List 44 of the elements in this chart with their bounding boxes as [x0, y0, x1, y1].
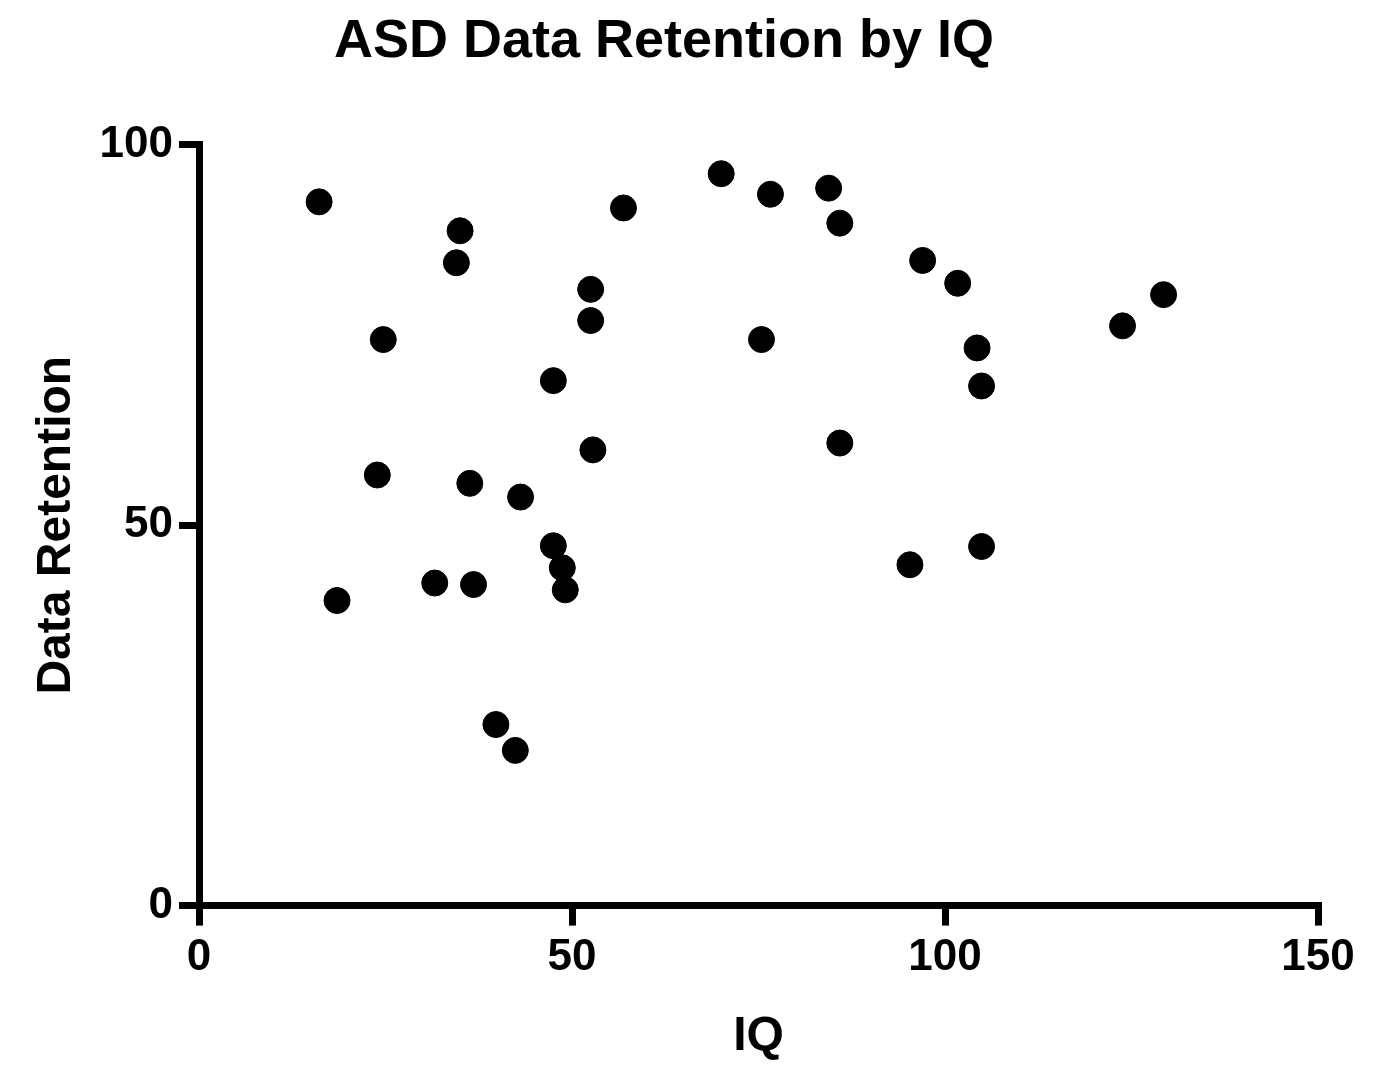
point [747, 326, 775, 354]
point [446, 217, 474, 245]
chart-title: ASD Data Retention by IQ [333, 8, 995, 69]
y-axis-title: Data Retention [27, 355, 81, 695]
point [507, 483, 535, 511]
point [826, 429, 854, 457]
y-tick-label: 50 [124, 497, 174, 547]
point [909, 246, 937, 274]
y-tick-label: 0 [148, 877, 174, 927]
point [442, 249, 470, 277]
point [460, 571, 488, 599]
point [1109, 312, 1137, 340]
point [896, 551, 924, 579]
point [577, 307, 605, 335]
point [944, 269, 972, 297]
point [577, 275, 605, 303]
point [501, 736, 529, 764]
x-tick-label: 50 [547, 930, 597, 980]
y-tick-label: 100 [99, 116, 174, 166]
point [551, 576, 579, 604]
point [539, 367, 567, 395]
point [482, 711, 510, 739]
x-axis-title: IQ [733, 1007, 784, 1061]
point [968, 533, 996, 560]
point [579, 436, 607, 464]
point [363, 461, 391, 489]
point [323, 587, 351, 615]
x-tick-label: 150 [1281, 930, 1355, 980]
point [369, 326, 397, 354]
point [756, 180, 784, 208]
point [826, 209, 854, 237]
point [456, 469, 484, 497]
point [548, 554, 576, 582]
x-tick-label: 0 [186, 930, 212, 980]
point [1150, 281, 1178, 309]
point [815, 174, 843, 202]
point [963, 334, 991, 362]
point [609, 194, 637, 222]
point [707, 160, 735, 188]
point [539, 532, 567, 560]
point [305, 188, 333, 216]
point [968, 372, 996, 400]
x-tick-label: 100 [908, 930, 982, 980]
point [421, 569, 449, 597]
